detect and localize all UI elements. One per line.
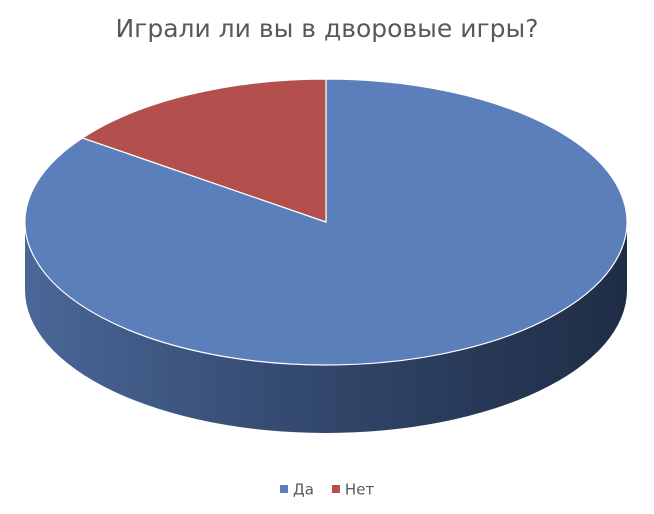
slice-side (25, 222, 627, 433)
legend-swatch (331, 485, 340, 493)
chart-title: Играли ли вы в дворовые игры? (115, 14, 538, 43)
legend-label: Нет (345, 481, 375, 499)
slice (81, 78, 327, 223)
legend-swatch (280, 485, 288, 493)
legend-label: Да (293, 481, 314, 499)
